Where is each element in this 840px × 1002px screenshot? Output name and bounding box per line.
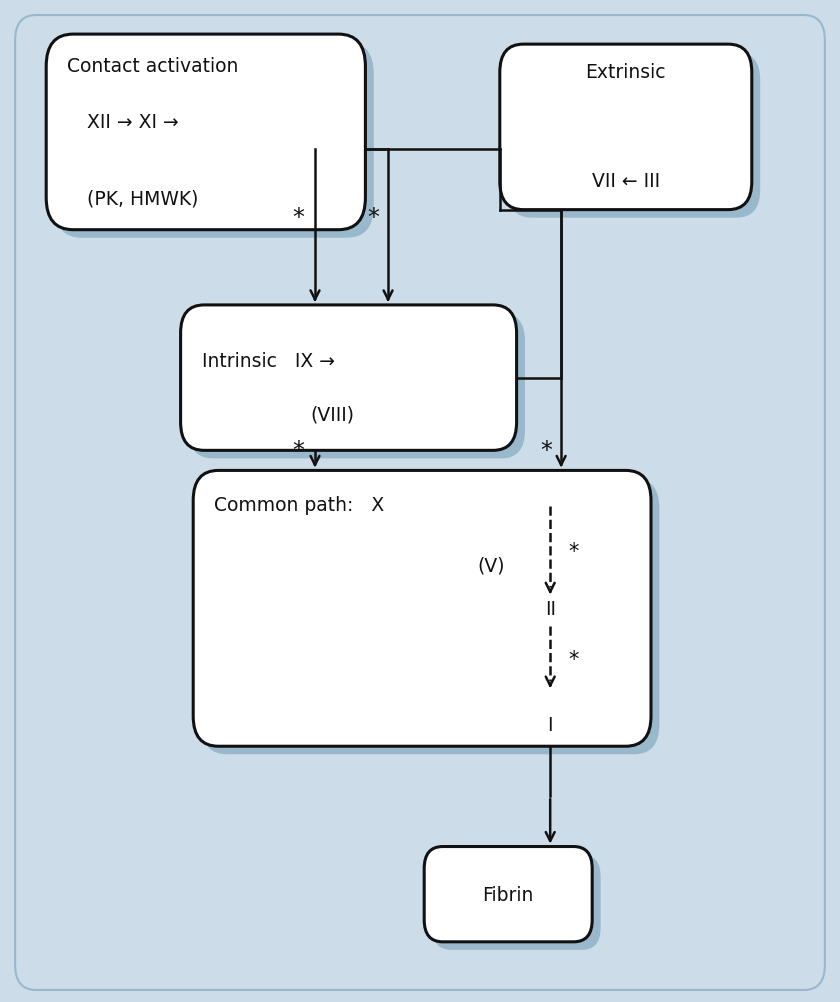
Text: (V): (V) (478, 556, 505, 575)
FancyBboxPatch shape (181, 306, 517, 451)
FancyBboxPatch shape (46, 35, 365, 230)
Text: *: * (292, 206, 304, 229)
FancyBboxPatch shape (189, 314, 525, 459)
FancyBboxPatch shape (424, 847, 592, 942)
FancyBboxPatch shape (433, 855, 601, 950)
Text: Contact activation: Contact activation (67, 57, 239, 76)
Text: I: I (548, 715, 553, 733)
Text: Fibrin: Fibrin (482, 885, 534, 904)
FancyBboxPatch shape (202, 479, 659, 755)
Text: Common path:   X: Common path: X (214, 496, 385, 515)
Text: (PK, HMWK): (PK, HMWK) (87, 189, 198, 208)
Text: VII ← III: VII ← III (591, 171, 660, 190)
Text: II: II (544, 599, 556, 618)
Text: (VIII): (VIII) (311, 405, 354, 424)
Text: *: * (367, 206, 379, 229)
FancyBboxPatch shape (55, 43, 374, 238)
FancyBboxPatch shape (508, 53, 760, 218)
Text: *: * (569, 542, 579, 562)
Text: XII → XI →: XII → XI → (87, 113, 178, 132)
Text: Intrinsic   IX →: Intrinsic IX → (202, 352, 334, 371)
FancyBboxPatch shape (500, 45, 752, 210)
Text: *: * (540, 439, 552, 463)
FancyBboxPatch shape (193, 471, 651, 746)
Text: *: * (292, 439, 304, 463)
Text: *: * (569, 649, 579, 669)
Text: Extrinsic: Extrinsic (585, 63, 666, 82)
